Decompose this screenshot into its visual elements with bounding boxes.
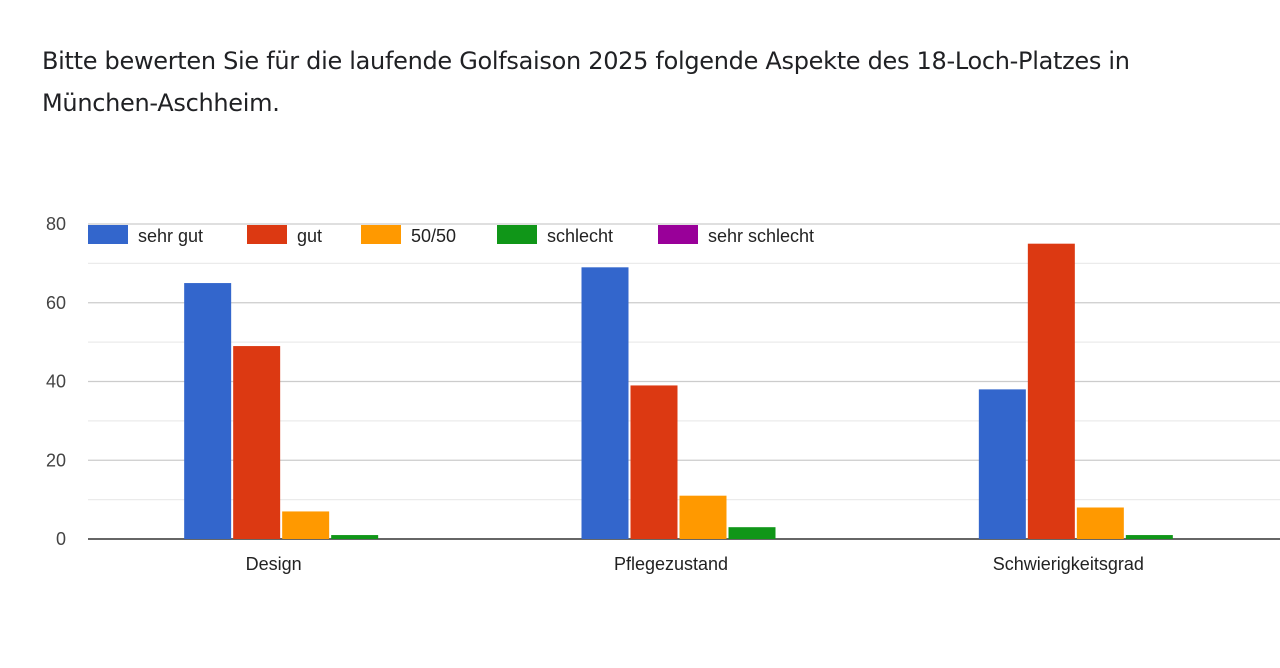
bar-schwierigkeitsgrad-gut[interactable] (1027, 243, 1075, 539)
y-tick-label: 60 (46, 293, 66, 313)
legend-label: sehr schlecht (708, 226, 814, 246)
legend-item-50-50[interactable]: 50/50 (361, 225, 456, 246)
legend-swatch (497, 225, 537, 244)
bar-pflegezustand-sehr-gut[interactable] (581, 267, 629, 539)
bar-schwierigkeitsgrad-sehr-gut[interactable] (978, 389, 1026, 539)
y-tick-label: 0 (56, 529, 66, 549)
x-axis-categories: Design Pflegezustand Schwierigkeitsgrad (246, 554, 1144, 574)
bar-design-gut[interactable] (233, 346, 281, 539)
bar-schwierigkeitsgrad-schlecht[interactable] (1125, 535, 1173, 539)
y-tick-label: 80 (46, 214, 66, 234)
bar-design-50-50[interactable] (282, 511, 330, 539)
legend-label: schlecht (547, 226, 613, 246)
x-category-label: Design (246, 554, 302, 574)
y-axis-ticks: 0 20 40 60 80 (46, 214, 66, 549)
y-tick-label: 20 (46, 450, 66, 470)
bar-design-sehr-gut[interactable] (184, 283, 232, 539)
bar-pflegezustand-50-50[interactable] (679, 495, 727, 539)
legend-label: sehr gut (138, 226, 203, 246)
legend-label: 50/50 (411, 226, 456, 246)
y-tick-label: 40 (46, 372, 66, 392)
x-category-label: Pflegezustand (614, 554, 728, 574)
legend-item-sehr-gut[interactable]: sehr gut (88, 225, 203, 246)
bar-schwierigkeitsgrad-50-50[interactable] (1076, 507, 1124, 540)
bars (184, 243, 1173, 540)
legend-label: gut (297, 226, 322, 246)
legend-swatch (247, 225, 287, 244)
question-title: Bitte bewerten Sie für die laufende Golf… (42, 47, 1130, 117)
legend-item-gut[interactable]: gut (247, 225, 322, 246)
bar-pflegezustand-schlecht[interactable] (728, 527, 776, 539)
legend-swatch (658, 225, 698, 244)
bar-pflegezustand-gut[interactable] (630, 385, 678, 539)
legend-swatch (361, 225, 401, 244)
legend: sehr gut gut 50/50 schlecht sehr schlecht (88, 225, 814, 246)
legend-item-sehr-schlecht[interactable]: sehr schlecht (658, 225, 814, 246)
x-category-label: Schwierigkeitsgrad (993, 554, 1144, 574)
legend-swatch (88, 225, 128, 244)
legend-item-schlecht[interactable]: schlecht (497, 225, 613, 246)
bar-design-schlecht[interactable] (331, 535, 379, 539)
